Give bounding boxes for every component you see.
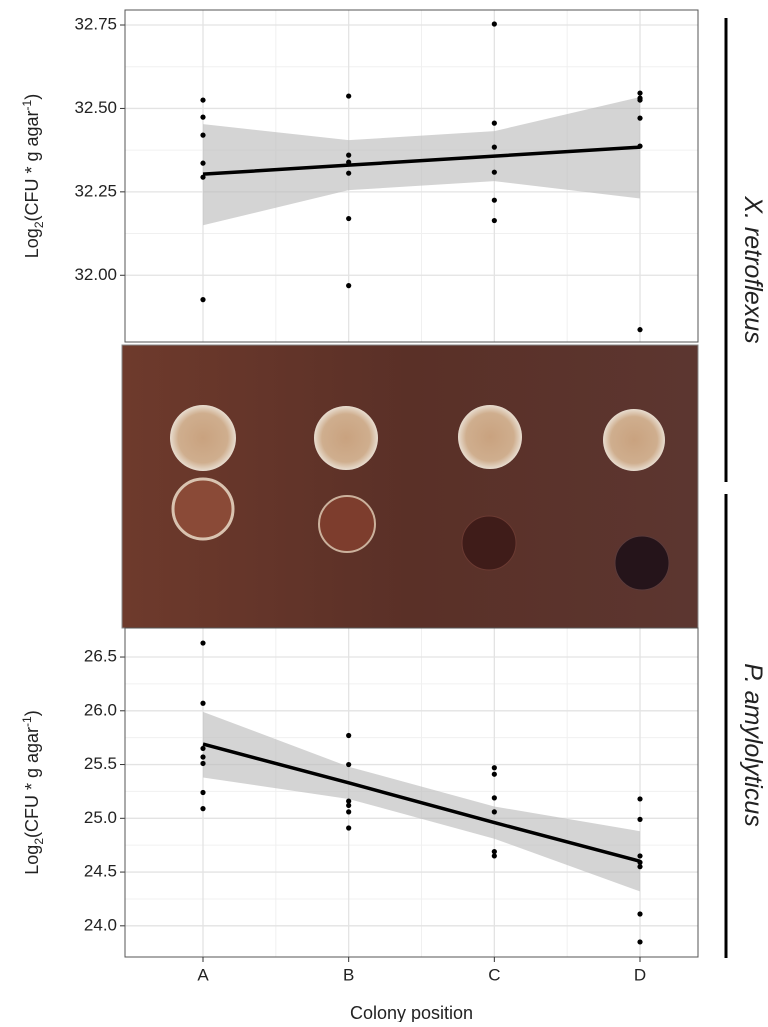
data-point [346, 809, 352, 815]
y-axis-label-part: -1 [20, 99, 34, 110]
data-point [491, 169, 497, 175]
y-axis-label-part: -1 [20, 716, 34, 727]
colony [171, 477, 235, 541]
colony [461, 515, 517, 571]
y-tick-label: 26.0 [84, 700, 117, 719]
y-axis-label-part: Log [22, 845, 42, 875]
data-point [346, 802, 352, 809]
data-point [200, 760, 206, 767]
y-axis-label-part: Log [22, 228, 42, 258]
plate-photo [121, 344, 699, 629]
data-point [491, 120, 497, 126]
data-point [200, 806, 206, 812]
data-point [200, 700, 206, 706]
data-point [346, 170, 352, 176]
y-axis-label-part: 2 [32, 221, 46, 228]
regression-line [202, 742, 641, 864]
data-point [637, 939, 643, 945]
data-point [200, 754, 206, 760]
data-point [491, 849, 497, 855]
y-tick-label: 24.5 [84, 862, 117, 881]
side-label: P. amylolyticus [739, 663, 767, 827]
x-tick-label: B [343, 965, 354, 984]
y-tick-label: 26.5 [84, 647, 117, 666]
y-tick-label: 25.5 [84, 754, 117, 773]
y-tick-label: 24.0 [84, 915, 117, 934]
colony [458, 405, 522, 469]
data-point [637, 796, 643, 802]
y-tick-label: 32.25 [74, 181, 117, 200]
x-tick-label: D [634, 965, 646, 984]
data-point [491, 21, 497, 27]
plot-border [124, 627, 699, 958]
data-point [637, 911, 643, 917]
data-point [491, 765, 497, 771]
x-axis-label: Colony position [350, 1003, 473, 1022]
data-point [491, 809, 497, 815]
y-axis-label: Log2(CFU * g agar-1) [20, 710, 46, 874]
data-point [491, 144, 497, 150]
data-point [200, 640, 206, 646]
data-point [637, 97, 643, 103]
data-point [200, 97, 206, 103]
colony [614, 535, 670, 591]
data-point [200, 174, 206, 180]
x-tick-label: C [488, 965, 500, 984]
data-point [346, 93, 352, 99]
data-point [637, 90, 643, 96]
data-point [637, 327, 643, 333]
data-point [491, 795, 497, 801]
y-axis-label: Log2(CFU * g agar-1) [20, 94, 46, 258]
data-point [200, 297, 206, 303]
colony [603, 409, 665, 471]
y-axis-label-part: ) [22, 94, 42, 100]
y-axis-label-part: ) [22, 710, 42, 716]
plot-border [124, 9, 699, 343]
y-tick-label: 32.50 [74, 98, 117, 117]
data-point [637, 853, 643, 859]
data-point [491, 217, 497, 224]
y-tick-label: 32.75 [74, 14, 117, 33]
data-point [346, 761, 352, 768]
data-point [346, 825, 352, 831]
data-point [346, 798, 352, 804]
y-tick-label: 25.0 [84, 808, 117, 827]
data-point [346, 215, 352, 222]
colony [170, 405, 236, 471]
x-tick-label: A [197, 965, 209, 984]
data-point [200, 132, 206, 138]
colony [318, 495, 376, 553]
data-point [346, 152, 352, 158]
y-axis-label-part: (CFU * g agar [22, 727, 42, 838]
side-label: X. retroflexus [739, 195, 767, 343]
data-point [637, 816, 643, 822]
data-point [491, 197, 497, 203]
y-axis-label-part: (CFU * g agar [22, 110, 42, 221]
regression-line [202, 145, 641, 176]
data-point [491, 771, 497, 777]
data-point [637, 115, 643, 121]
y-tick-label: 32.00 [74, 265, 117, 284]
data-point [346, 732, 352, 739]
data-point [200, 160, 206, 166]
data-point [200, 745, 206, 752]
data-point [637, 864, 643, 870]
data-point [200, 789, 206, 796]
y-axis-label-part: 2 [32, 838, 46, 845]
data-point [491, 853, 497, 859]
colony [314, 406, 378, 470]
data-point [200, 114, 206, 120]
data-point [346, 283, 352, 289]
